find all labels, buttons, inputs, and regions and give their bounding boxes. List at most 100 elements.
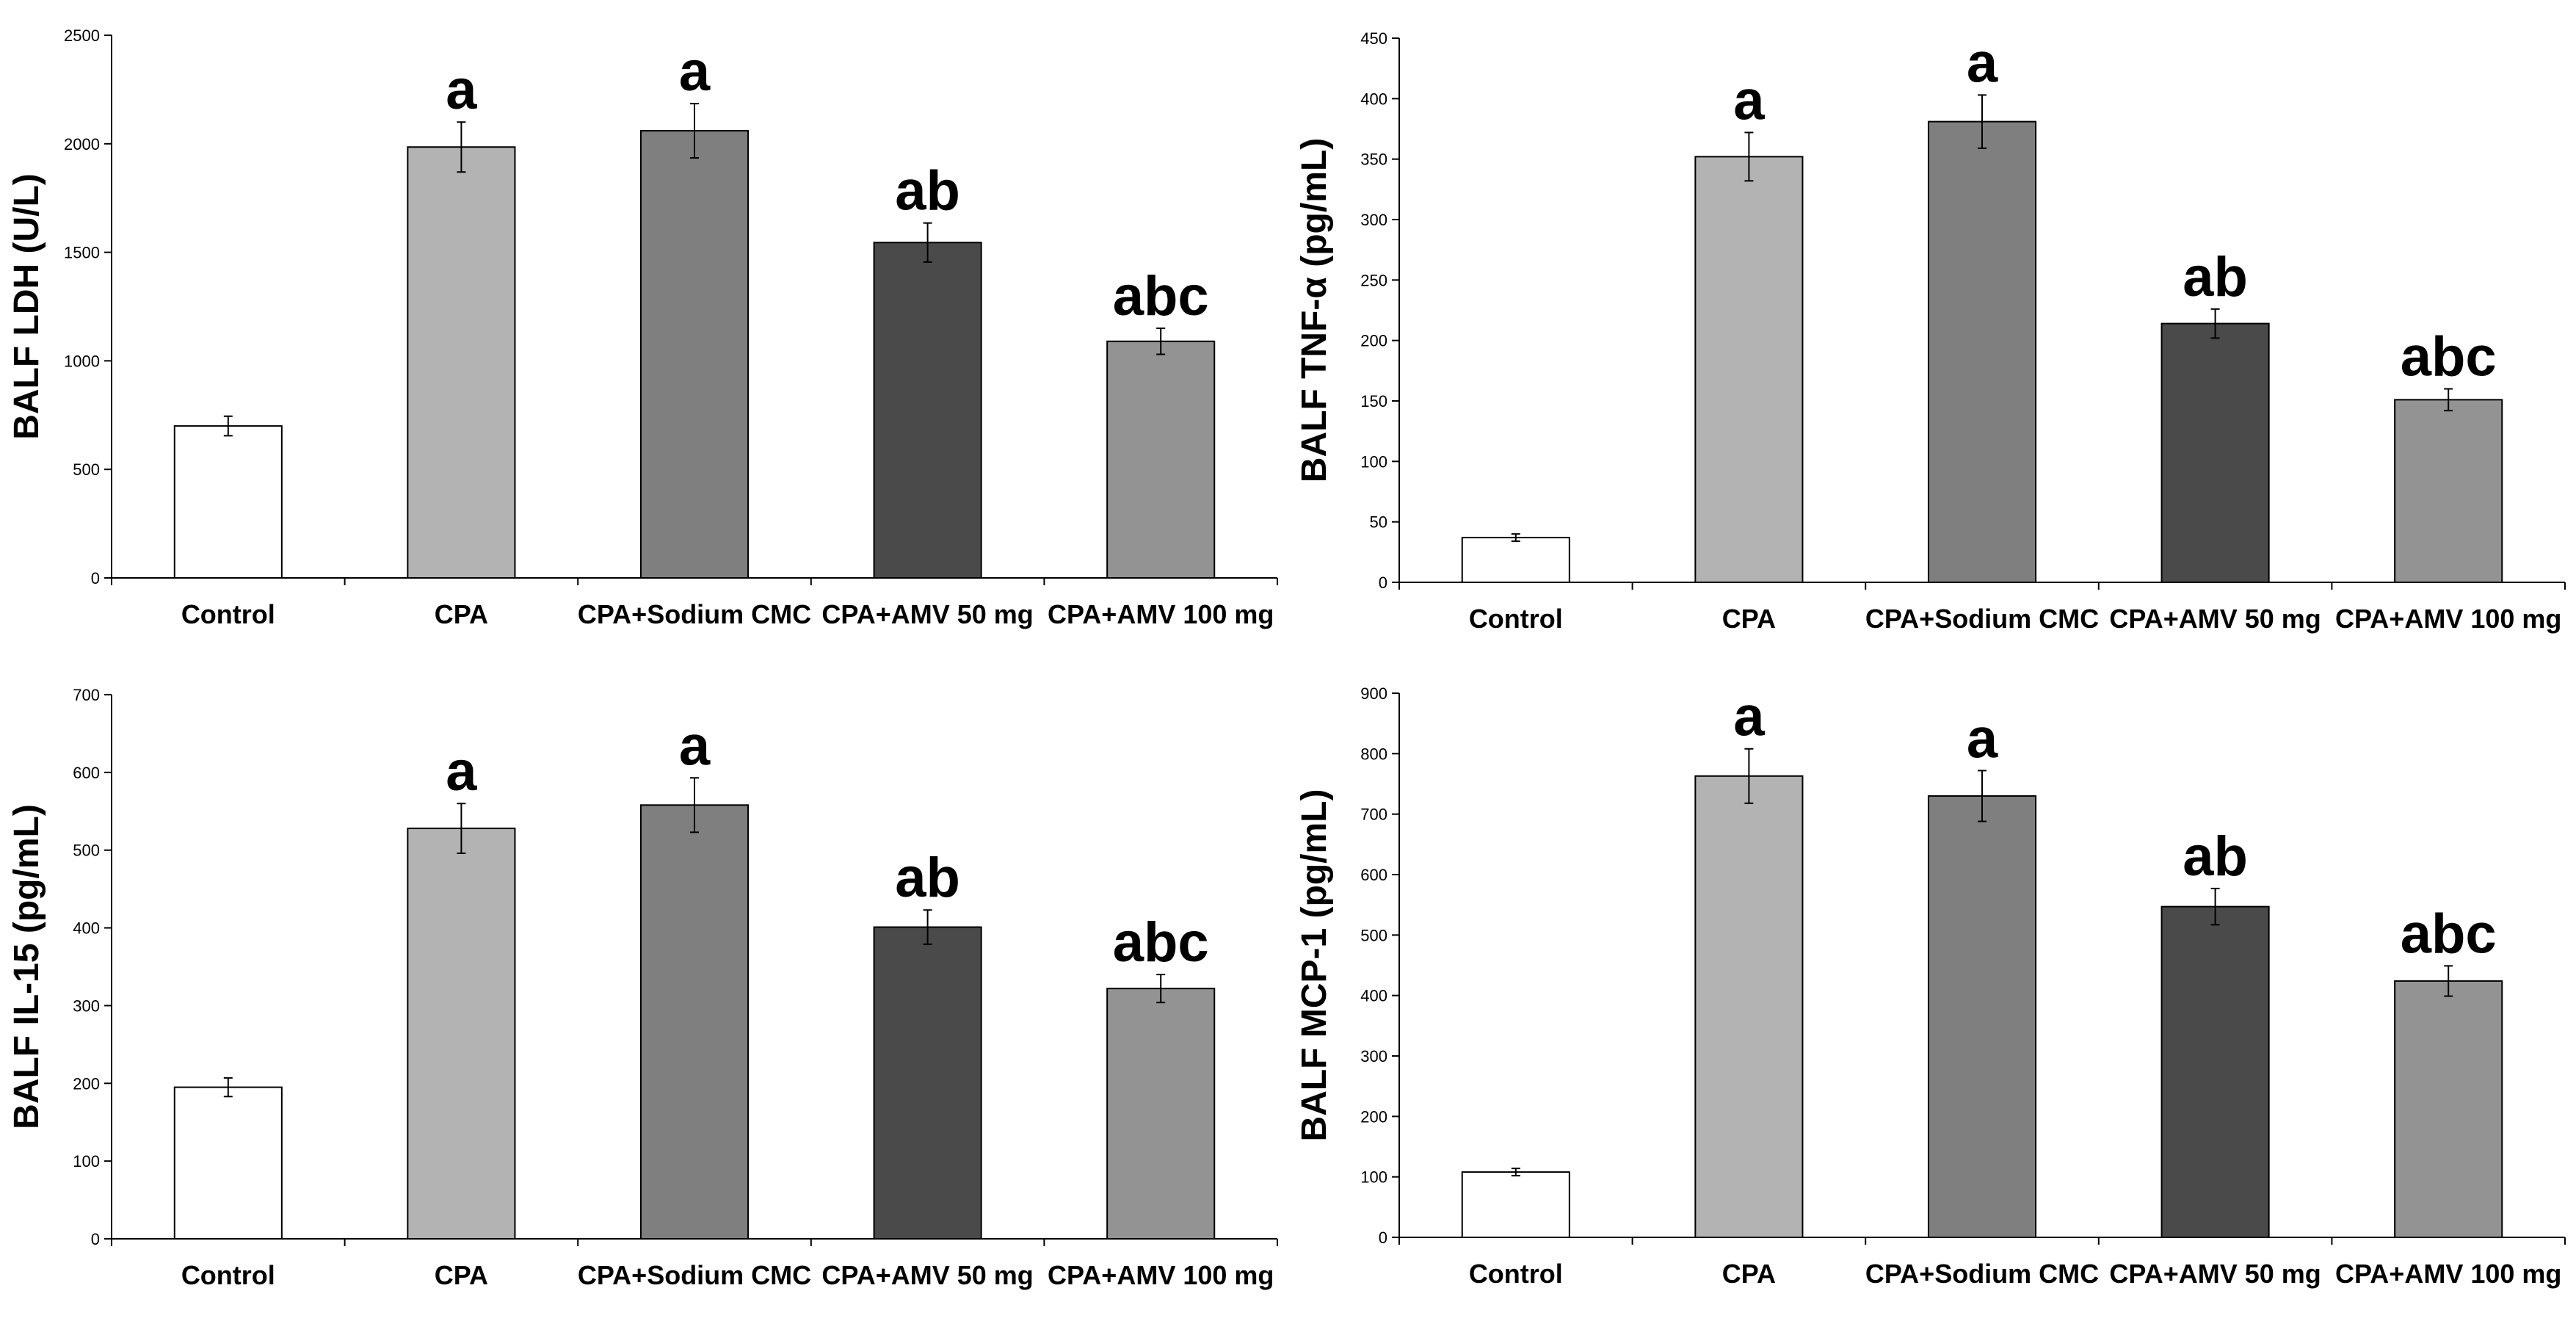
- x-tick-label: CPA+Sodium CMC: [1865, 1259, 2099, 1289]
- bar: [1927, 120, 2037, 583]
- x-tick-label: CPA+AMV 100 mg: [1048, 599, 1274, 629]
- x-tick-label: CPA+AMV 100 mg: [1048, 1260, 1274, 1290]
- significance-label: ab: [2183, 825, 2248, 888]
- x-tick-label: CPA: [435, 1260, 488, 1290]
- x-tick-label: Control: [181, 599, 275, 629]
- significance-label: a: [1967, 707, 1998, 770]
- y-tick-label: 0: [1379, 1229, 1387, 1247]
- x-tick-label: CPA+Sodium CMC: [1865, 604, 2099, 634]
- y-tick-label: 300: [1360, 211, 1387, 229]
- chart-panel-mcp-1: 0 100 200 300 400 500 600 700 800 900 BALF MCP-1 (…: [1288, 662, 2575, 1323]
- bar: [1694, 156, 1804, 583]
- y-tick-label: 700: [1360, 806, 1387, 824]
- bar: [1106, 988, 1216, 1240]
- bar: [873, 242, 982, 579]
- y-tick-label: 300: [73, 996, 100, 1015]
- significance-label: ab: [895, 847, 960, 909]
- x-tick-label: Control: [1469, 604, 1563, 634]
- il-15-bar-chart: 0 100 200 300 400 500 600 700 BALF IL-15 (pg/mL)…: [7, 686, 1278, 1290]
- y-tick-label: 400: [1360, 90, 1387, 108]
- y-tick-label: 350: [1360, 151, 1387, 169]
- bar: [2160, 905, 2270, 1238]
- tnf-alpha-bar-chart: 0 50 100 150 200 250 300 350 400 450 BALF TNF-α (p…: [1295, 29, 2566, 634]
- x-tick-label: CPA+Sodium CMC: [578, 1260, 811, 1290]
- significance-label: a: [679, 715, 711, 777]
- y-tick-label: 150: [1360, 392, 1387, 410]
- y-tick-label: 250: [1360, 271, 1387, 289]
- significance-label: a: [446, 740, 477, 803]
- chart-panel-tnf-alpha: 0 50 100 150 200 250 300 350 400 450 BALF TNF-α (p…: [1288, 0, 2575, 662]
- y-tick-label: 500: [73, 460, 100, 479]
- y-tick-label: 50: [1370, 513, 1387, 532]
- bar: [873, 926, 982, 1240]
- ldh-bar-chart: 0 500 1000 1500 2000 2500 BALF LDH (U/L) Contro…: [7, 26, 1278, 629]
- y-tick-label: 100: [1360, 452, 1387, 471]
- significance-label: a: [1967, 32, 1998, 94]
- significance-label: abc: [1113, 265, 1209, 328]
- y-tick-label: 0: [1379, 574, 1387, 592]
- y-tick-label: 1000: [64, 352, 100, 370]
- bar: [407, 146, 516, 579]
- bar: [1461, 537, 1570, 583]
- bar: [639, 130, 750, 579]
- y-tick-label: 900: [1360, 684, 1387, 703]
- x-tick-label: CPA+Sodium CMC: [578, 599, 811, 629]
- mcp-1-bar-chart: 0 100 200 300 400 500 600 700 800 900 BALF MCP-1 (…: [1295, 684, 2566, 1289]
- y-tick-label: 500: [73, 842, 100, 860]
- x-tick-label: CPA: [1722, 604, 1776, 634]
- y-tick-label: 500: [1360, 926, 1387, 944]
- y-tick-label: 800: [1360, 745, 1387, 763]
- bar: [2394, 980, 2503, 1238]
- bar: [1927, 795, 2037, 1238]
- significance-label: a: [1733, 686, 1765, 748]
- bar: [639, 804, 750, 1240]
- y-tick-label: 200: [1360, 332, 1387, 350]
- y-tick-label: 700: [73, 686, 100, 704]
- y-axis-label: BALF IL-15 (pg/mL): [7, 804, 46, 1129]
- y-tick-label: 100: [73, 1152, 100, 1171]
- significance-label: a: [446, 59, 477, 121]
- y-tick-label: 2000: [64, 135, 100, 153]
- bar: [1106, 340, 1216, 579]
- bar: [407, 828, 516, 1240]
- x-tick-label: CPA: [435, 599, 488, 629]
- bar: [173, 425, 283, 579]
- y-tick-label: 300: [1360, 1047, 1387, 1066]
- y-tick-label: 600: [1360, 866, 1387, 884]
- x-tick-label: CPA+AMV 50 mg: [821, 1260, 1033, 1290]
- y-tick-label: 100: [1360, 1168, 1387, 1187]
- x-tick-label: Control: [1469, 1259, 1563, 1289]
- y-tick-label: 600: [73, 764, 100, 782]
- y-tick-label: 200: [1360, 1107, 1387, 1126]
- y-tick-label: 400: [73, 919, 100, 938]
- significance-label: a: [679, 40, 711, 103]
- significance-label: abc: [2401, 902, 2497, 965]
- bar: [2394, 399, 2503, 583]
- significance-label: ab: [2183, 246, 2248, 308]
- y-tick-label: 0: [91, 1230, 100, 1248]
- x-tick-label: CPA+AMV 50 mg: [2109, 1259, 2321, 1289]
- bar: [1694, 775, 1804, 1238]
- bar: [2160, 322, 2270, 583]
- x-tick-label: Control: [181, 1260, 275, 1290]
- significance-label: a: [1733, 69, 1765, 131]
- y-axis-label: BALF TNF-α (pg/mL): [1295, 138, 1334, 482]
- x-tick-label: CPA: [1722, 1259, 1776, 1289]
- y-tick-label: 2500: [64, 26, 100, 45]
- y-tick-label: 400: [1360, 987, 1387, 1005]
- x-tick-label: CPA+AMV 50 mg: [2109, 604, 2321, 634]
- significance-label: ab: [895, 160, 960, 223]
- y-tick-label: 450: [1360, 29, 1387, 48]
- x-tick-label: CPA+AMV 100 mg: [2335, 604, 2561, 634]
- x-tick-label: CPA+AMV 50 mg: [821, 599, 1033, 629]
- chart-panel-ldh: 0 500 1000 1500 2000 2500 BALF LDH (U/L) Contro…: [0, 0, 1288, 662]
- y-axis-label: BALF MCP-1 (pg/mL): [1295, 789, 1334, 1142]
- significance-label: abc: [1113, 911, 1209, 974]
- x-tick-label: CPA+AMV 100 mg: [2335, 1259, 2561, 1289]
- significance-label: abc: [2401, 326, 2497, 388]
- chart-panel-il-15: 0 100 200 300 400 500 600 700 BALF IL-15 (pg/mL)…: [0, 662, 1288, 1323]
- y-tick-label: 0: [91, 569, 100, 587]
- bar: [173, 1086, 283, 1240]
- y-tick-label: 1500: [64, 244, 100, 262]
- y-tick-label: 200: [73, 1074, 100, 1093]
